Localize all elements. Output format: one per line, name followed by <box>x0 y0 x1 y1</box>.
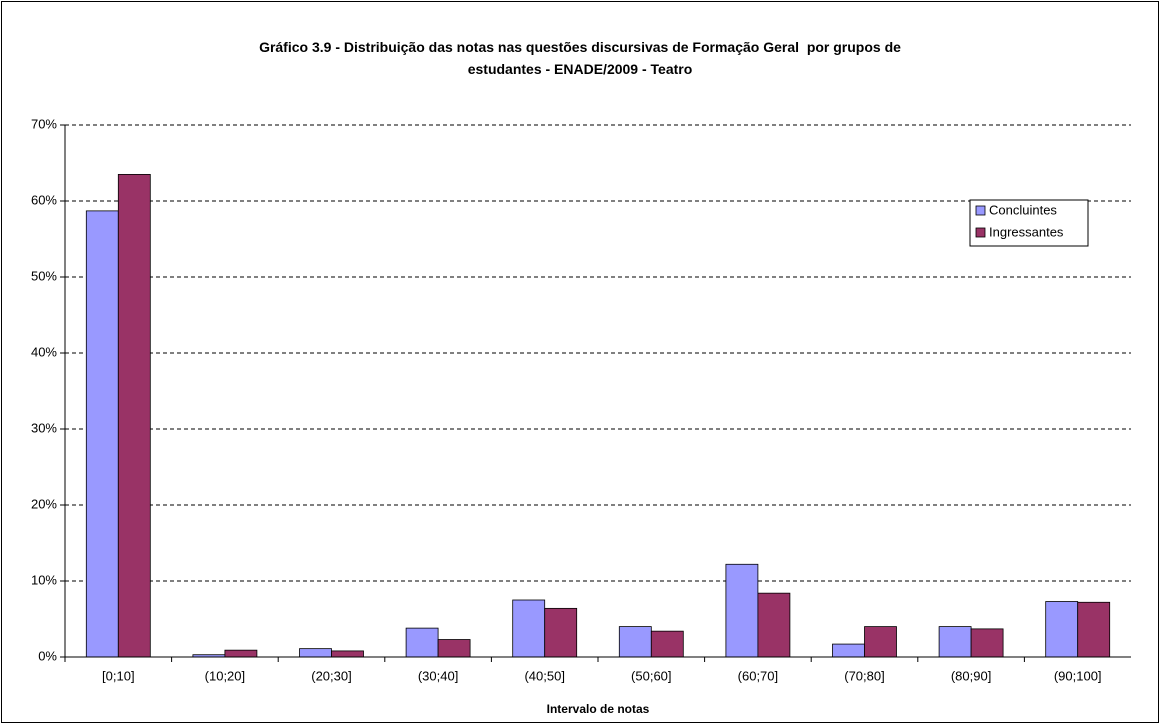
x-tick-label: (60;70] <box>738 668 778 683</box>
x-tick-label: (40;50] <box>524 668 564 683</box>
x-tick-label: (30;40] <box>418 668 458 683</box>
bar <box>544 607 578 658</box>
x-tick-label: (10;20] <box>205 668 245 683</box>
legend-box <box>969 199 1089 247</box>
bar <box>864 626 897 658</box>
legend-swatch <box>975 227 986 238</box>
y-tick-label: 0% <box>38 648 57 663</box>
y-tick-label: 10% <box>31 572 57 587</box>
legend-swatch <box>975 205 986 216</box>
y-tick-label: 50% <box>31 268 57 283</box>
bar <box>970 628 1004 658</box>
y-tick-label: 20% <box>31 496 57 511</box>
y-tick-label: 30% <box>31 420 57 435</box>
bar <box>437 639 471 658</box>
x-tick-label: (90;100] <box>1054 668 1102 683</box>
bar <box>85 210 119 658</box>
bar <box>224 649 258 658</box>
legend-label: Ingressantes <box>989 224 1064 239</box>
x-tick-label: (70;80] <box>844 668 884 683</box>
chart-title: Gráfico 3.9 - Distribuição das notas nas… <box>259 39 905 77</box>
bar <box>832 643 865 658</box>
x-tick-label: [0;10] <box>102 668 135 683</box>
y-tick-label: 70% <box>31 116 57 131</box>
y-tick-label: 40% <box>31 344 57 359</box>
bar <box>725 563 759 658</box>
bar <box>938 626 972 658</box>
x-tick-label: (20;30] <box>311 668 351 683</box>
bar <box>1077 601 1111 658</box>
bar <box>757 592 791 658</box>
x-axis-title: Intervalo de notas <box>547 702 650 716</box>
bar <box>117 173 151 658</box>
bar <box>331 650 364 658</box>
y-tick-label: 60% <box>31 192 57 207</box>
x-tick-label: (50;60] <box>631 668 671 683</box>
bar <box>1045 601 1079 658</box>
bar <box>512 599 546 658</box>
bar <box>405 627 439 658</box>
bar <box>299 648 332 658</box>
x-tick-label: (80;90] <box>951 668 991 683</box>
legend-label: Concluintes <box>989 202 1057 217</box>
bar <box>618 626 652 658</box>
bar <box>650 630 684 658</box>
